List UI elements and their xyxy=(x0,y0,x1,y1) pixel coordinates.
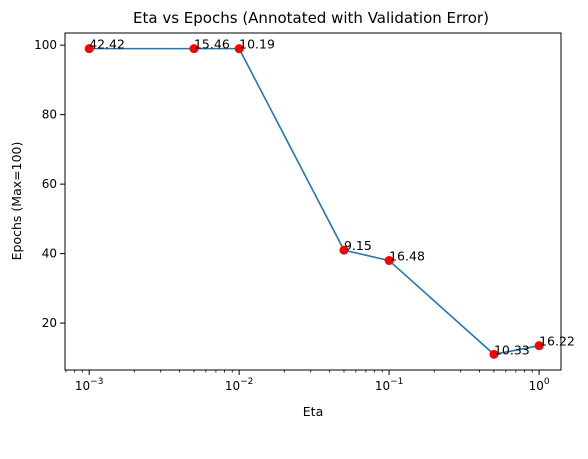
y-tick-label: 20 xyxy=(42,316,57,330)
y-tick-label: 40 xyxy=(42,247,57,261)
data-point xyxy=(189,44,199,54)
x-tick-label: 10−2 xyxy=(225,377,254,393)
y-tick-label: 60 xyxy=(42,177,57,191)
x-tick-label: 10−1 xyxy=(375,377,404,393)
point-annotation: 10.19 xyxy=(239,37,275,52)
point-annotation: 10.33 xyxy=(494,342,530,357)
point-annotation: 16.48 xyxy=(389,249,425,264)
data-point xyxy=(489,349,499,359)
chart-title: Eta vs Epochs (Annotated with Validation… xyxy=(133,9,489,27)
point-annotation: 42.42 xyxy=(89,37,125,52)
x-tick-label: 10−3 xyxy=(75,377,104,393)
x-tick-label: 100 xyxy=(529,377,550,393)
series-layer: 42.42 15.46 10.19 9.15 16.48 10.33 16.22 xyxy=(84,37,575,359)
data-point xyxy=(84,44,94,54)
point-annotation: 16.22 xyxy=(539,334,575,349)
data-point xyxy=(384,256,394,266)
y-axis-label: Epochs (Max=100) xyxy=(9,142,24,261)
data-point xyxy=(339,245,349,255)
data-point xyxy=(534,341,544,351)
point-annotation: 15.46 xyxy=(194,37,230,52)
point-annotation: 9.15 xyxy=(344,238,372,253)
ticks-layer: 10−3 10−2 10−1 100 20 40 60 80 100 xyxy=(34,38,550,393)
y-tick-label: 80 xyxy=(42,108,57,122)
x-axis-label: Eta xyxy=(303,404,323,419)
plot-frame xyxy=(64,32,562,371)
series-line xyxy=(89,47,540,356)
data-point xyxy=(234,44,244,54)
y-tick-label: 100 xyxy=(34,38,57,52)
